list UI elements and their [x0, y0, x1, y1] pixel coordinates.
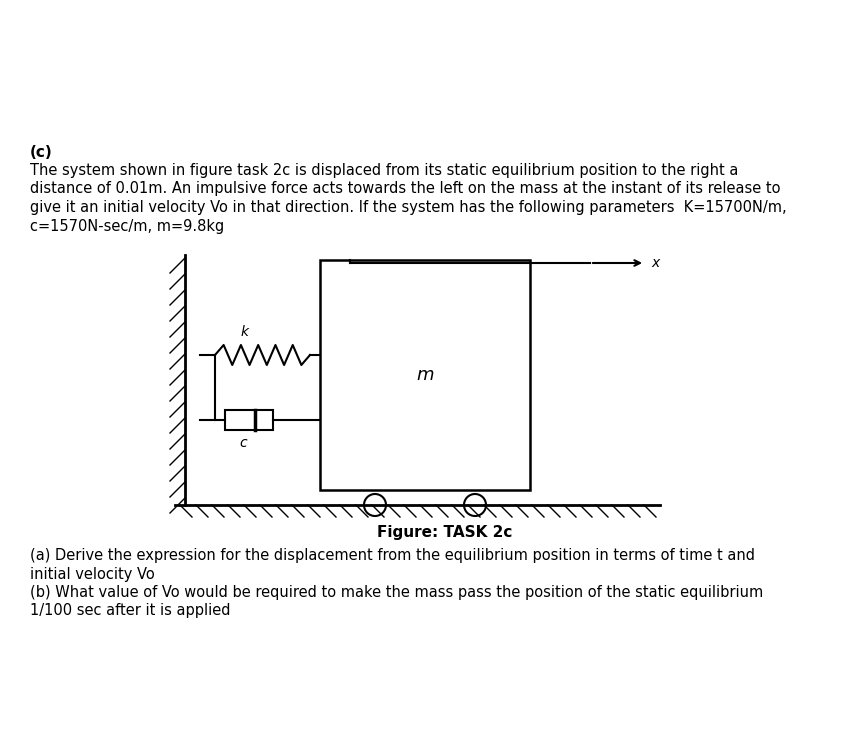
Text: initial velocity Vo: initial velocity Vo [30, 566, 154, 581]
Text: 1/100 sec after it is applied: 1/100 sec after it is applied [30, 604, 230, 619]
Text: c: c [239, 436, 247, 450]
Circle shape [363, 494, 386, 516]
Text: The system shown in figure task 2c is displaced from its static equilibrium posi: The system shown in figure task 2c is di… [30, 163, 738, 178]
Text: x: x [650, 256, 659, 270]
Text: distance of 0.01m. An impulsive force acts towards the left on the mass at the i: distance of 0.01m. An impulsive force ac… [30, 182, 780, 196]
Text: m: m [415, 366, 433, 384]
Text: Figure: TASK 2c: Figure: TASK 2c [377, 525, 512, 540]
Text: c=1570N-sec/m, m=9.8kg: c=1570N-sec/m, m=9.8kg [30, 218, 224, 233]
Text: give it an initial velocity Vo in that direction. If the system has the followin: give it an initial velocity Vo in that d… [30, 200, 786, 215]
Bar [320, 260, 530, 490]
Circle shape [463, 494, 485, 516]
Bar [224, 410, 273, 430]
Text: k: k [241, 325, 249, 339]
Text: (b) What value of Vo would be required to make the mass pass the position of the: (b) What value of Vo would be required t… [30, 585, 763, 600]
Text: (c): (c) [30, 145, 53, 160]
Text: (a) Derive the expression for the displacement from the equilibrium position in : (a) Derive the expression for the displa… [30, 548, 754, 563]
